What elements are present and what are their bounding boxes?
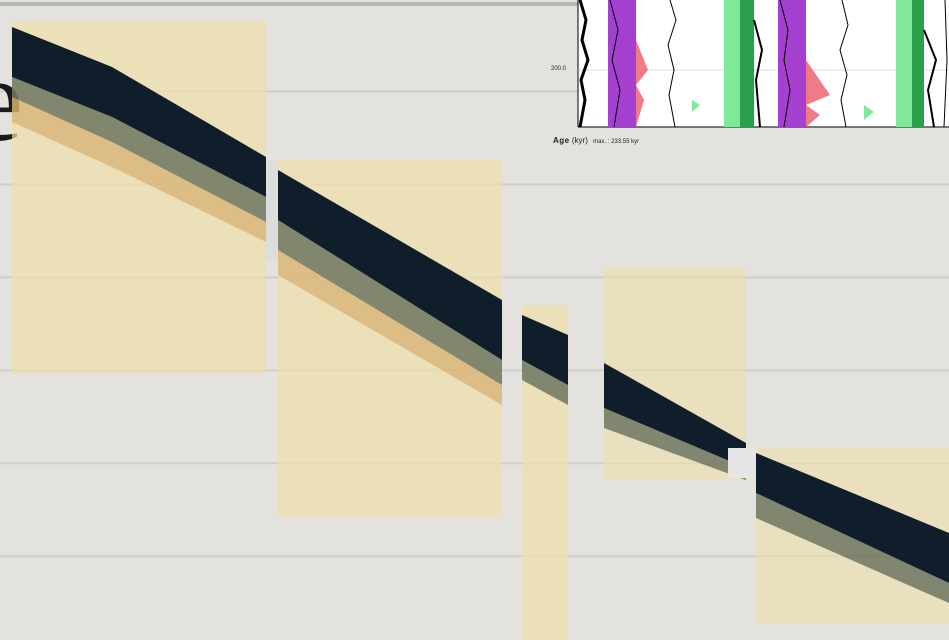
top-divider [0,2,949,6]
seismic-profile-panel-1 [12,22,266,374]
age-axis-unit: (kyr) [571,136,588,145]
age-max-value: max. : 233.55 kyr [593,139,640,145]
seismic-profile-panel-4 [604,268,746,480]
seismic-profile-panel-3 [522,305,568,640]
age-axis-title: Age [553,136,570,145]
age-tick-label: 200.0 [551,66,567,72]
age-axis-label: Age (kyr) max. : 233.55 kyr [553,136,639,145]
seismic-profile-panel-5 [728,448,949,623]
seismic-profile-panel-2 [266,160,502,518]
stratigraphic-age-chart [540,0,949,150]
